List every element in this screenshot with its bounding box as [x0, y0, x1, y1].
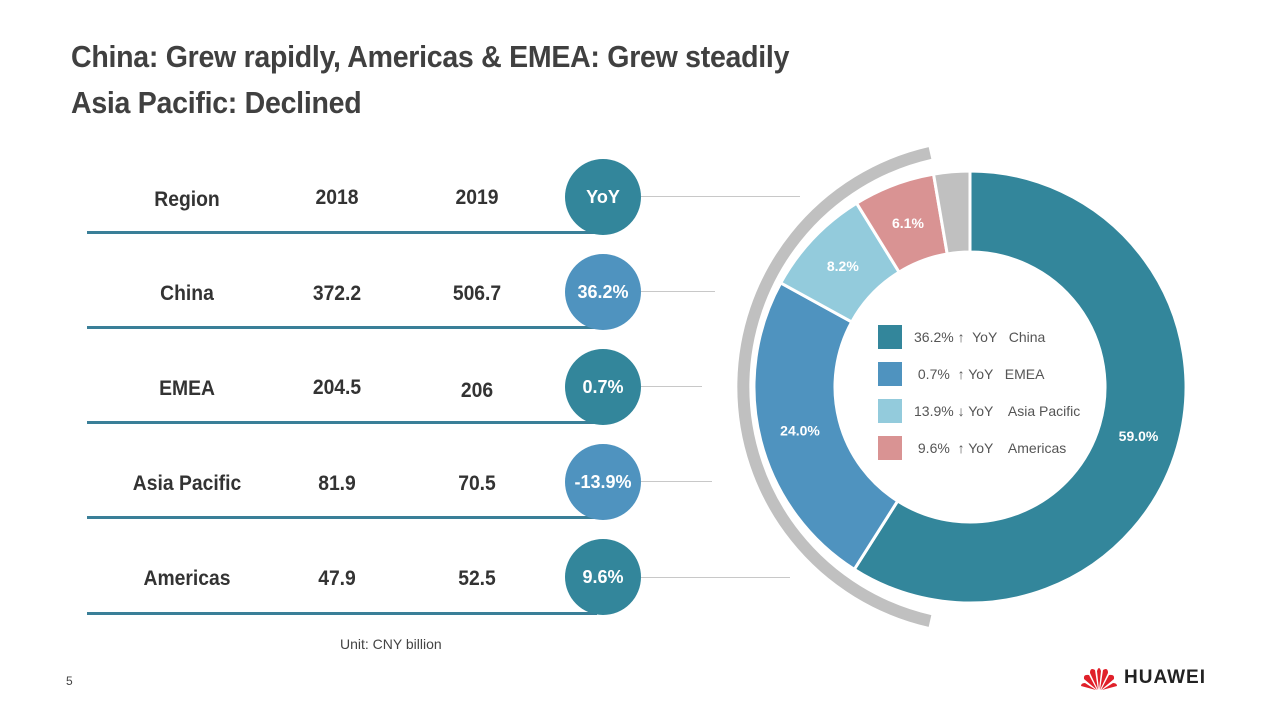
cell-2019: 206: [460, 379, 494, 402]
connector-line: [640, 196, 800, 197]
yoy-bubble: -13.9%: [565, 444, 641, 520]
slice-label: 24.0%: [780, 423, 820, 439]
donut-slice-other: [931, 169, 972, 256]
brand-name: HUAWEI: [1124, 667, 1206, 688]
legend-label: 36.2% ↑ YoY China: [914, 328, 1046, 345]
legend-label: 9.6% ↑ YoY Americas: [914, 439, 1067, 456]
cell-2019: 70.5: [458, 472, 496, 495]
cell-2018: 204.5: [312, 376, 362, 399]
unit-note: Unit: CNY billion: [340, 636, 442, 652]
legend-item: 13.9% ↓ YoY Asia Pacific: [878, 392, 1080, 429]
table-row: Asia Pacific 81.9 70.5: [87, 425, 597, 519]
legend-item: 0.7% ↑ YoY EMEA: [878, 355, 1080, 392]
connector-line: [640, 481, 712, 482]
legend-item: 9.6% ↑ YoY Americas: [878, 429, 1080, 466]
title-line-2: Asia Pacific: Declined: [71, 85, 362, 120]
huawei-logo: HUAWEI: [1080, 665, 1206, 691]
legend-item: 36.2% ↑ YoY China: [878, 318, 1080, 355]
title-line-1: China: Grew rapidly, Americas & EMEA: Gr…: [71, 39, 790, 74]
slice-label: 59.0%: [1119, 428, 1159, 444]
row-divider: [87, 516, 597, 519]
table-row: EMEA 204.5 206: [87, 330, 597, 424]
slice-label: 6.1%: [892, 215, 924, 231]
connector-line: [640, 291, 715, 292]
decorative-outer-ring: [737, 147, 932, 627]
legend-swatch: [878, 361, 902, 386]
slide-title: China: Grew rapidly, Americas & EMEA: Gr…: [71, 34, 789, 126]
cell-region: Asia Pacific: [132, 472, 242, 495]
yoy-bubble: 36.2%: [565, 254, 641, 330]
header-2019: 2019: [455, 186, 499, 209]
cell-2019: 52.5: [458, 567, 496, 590]
row-divider: [87, 421, 597, 424]
yoy-bubble: 9.6%: [565, 539, 641, 615]
cell-2018: 47.9: [318, 567, 356, 590]
page-number: 5: [66, 674, 73, 688]
slice-label: 8.2%: [827, 258, 859, 274]
row-divider: [87, 612, 597, 615]
huawei-flower-icon: [1081, 668, 1117, 690]
donut-slice-emea: [752, 280, 900, 572]
yoy-header-bubble: YoY: [565, 159, 641, 235]
legend-label: 0.7% ↑ YoY EMEA: [914, 365, 1045, 382]
header-2018: 2018: [315, 186, 359, 209]
row-divider: [87, 326, 597, 329]
table-row: Americas 47.9 52.5: [87, 520, 597, 615]
connector-line: [640, 577, 790, 578]
table-header-row: Region 2018 2019: [87, 140, 597, 234]
legend-label: 13.9% ↓ YoY Asia Pacific: [914, 402, 1081, 419]
legend-swatch: [878, 324, 902, 349]
cell-region: Americas: [143, 567, 231, 590]
header-region: Region: [154, 188, 220, 211]
cell-2019: 506.7: [452, 282, 502, 305]
cell-2018: 81.9: [318, 472, 356, 495]
row-divider: [87, 231, 597, 234]
legend-swatch: [878, 398, 902, 423]
donut-slice-china: [852, 169, 1188, 605]
cell-region: China: [160, 282, 214, 305]
yoy-bubble: 0.7%: [565, 349, 641, 425]
chart-legend: 36.2% ↑ YoY China 0.7% ↑ YoY EMEA 13.9% …: [878, 318, 1080, 466]
connector-line: [640, 386, 702, 387]
legend-swatch: [878, 435, 902, 460]
table-row: China 372.2 506.7: [87, 235, 597, 329]
cell-2018: 372.2: [312, 282, 362, 305]
cell-region: EMEA: [159, 377, 215, 400]
